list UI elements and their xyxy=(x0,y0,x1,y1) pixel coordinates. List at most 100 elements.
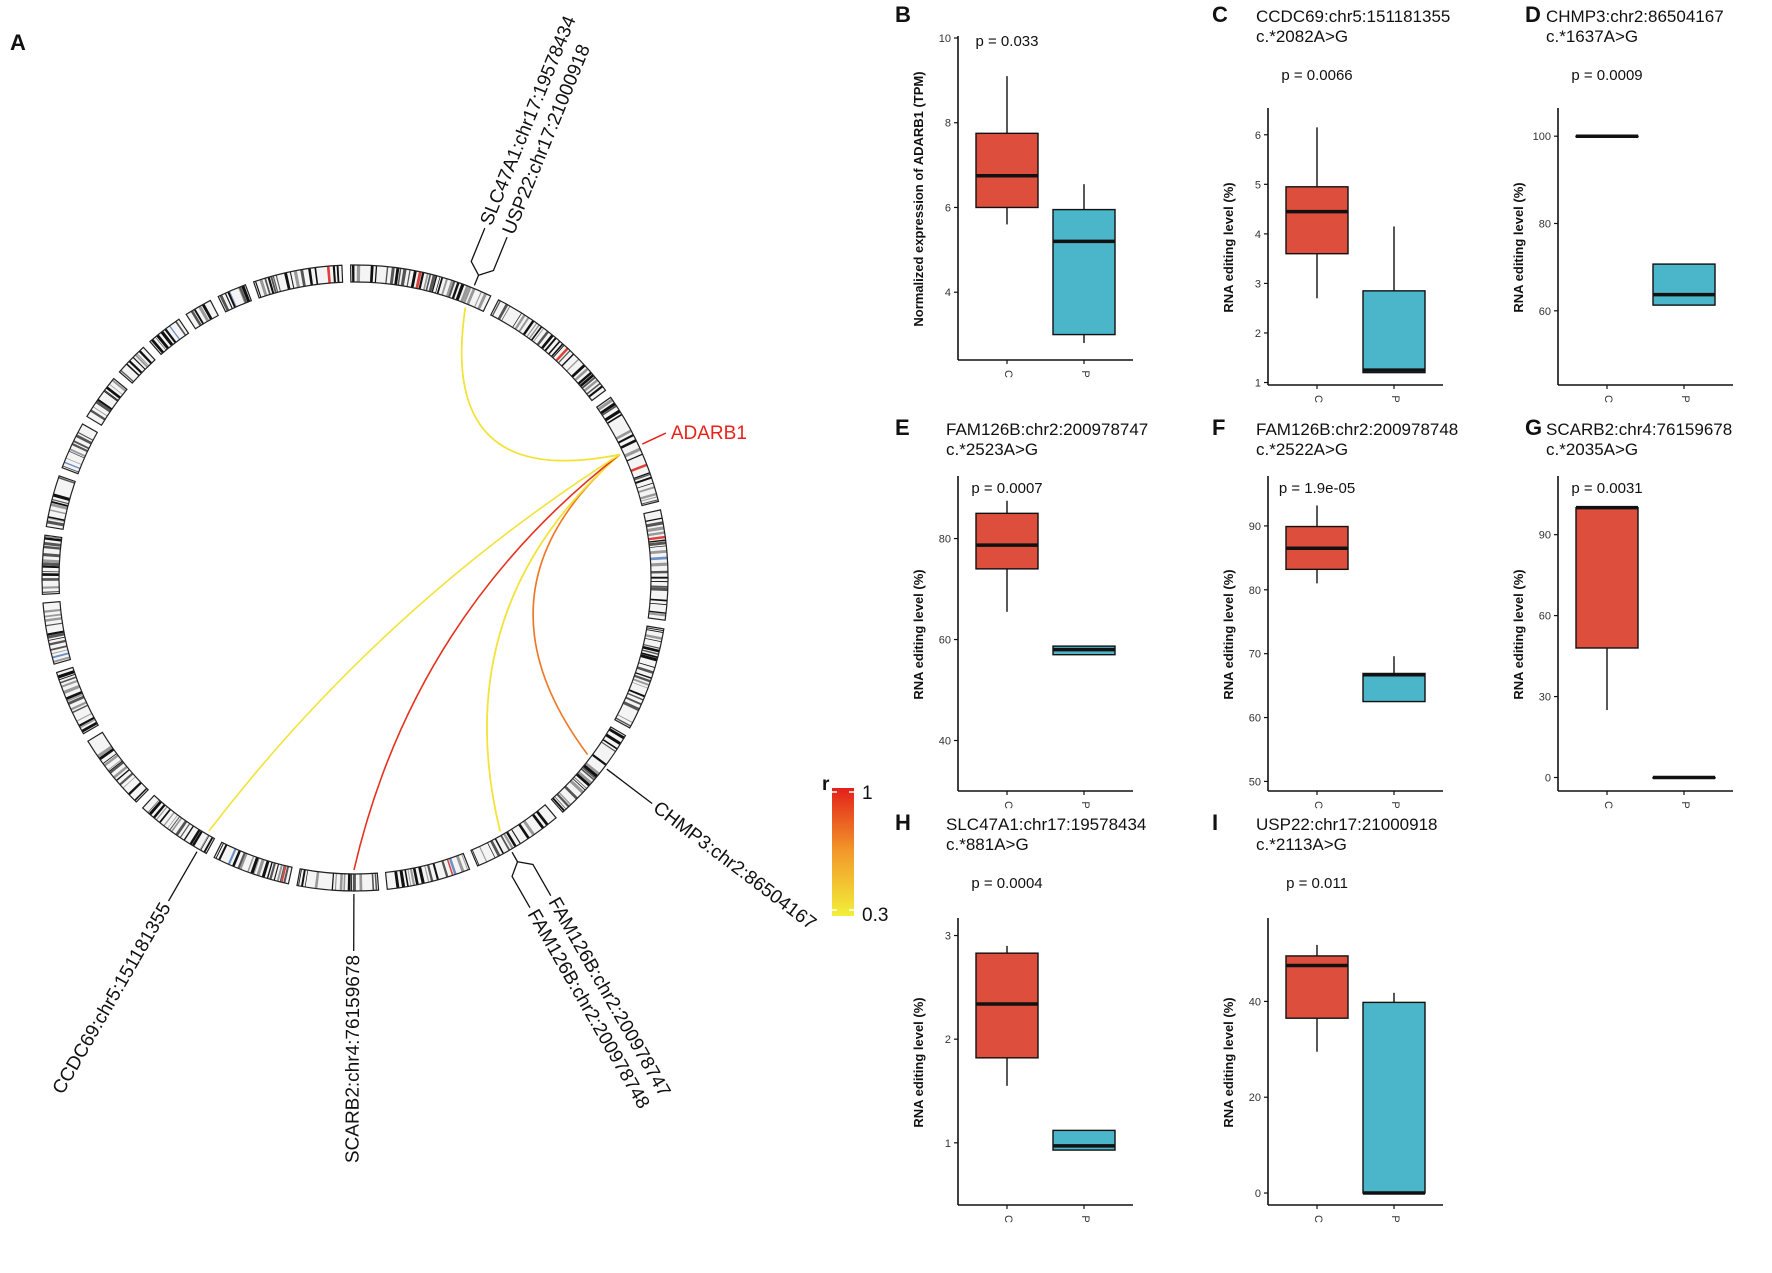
label-leader xyxy=(615,775,653,805)
cytoband xyxy=(573,776,587,789)
panel-title-line: SCARB2:chr4:76159678 xyxy=(1546,420,1732,439)
p-value-label: p = 0.0066 xyxy=(1281,67,1352,84)
cytoband xyxy=(535,810,549,826)
cytoband xyxy=(134,354,149,368)
x-tick-label: P xyxy=(1679,395,1691,402)
cytoband xyxy=(557,350,571,364)
chromosome-ideogram xyxy=(149,318,190,356)
cytoband xyxy=(522,320,535,336)
y-tick-label: 60 xyxy=(1249,713,1261,725)
cytoband xyxy=(494,838,505,854)
chromosome-outline xyxy=(41,534,63,595)
panel-title-line: USP22:chr17:21000918 xyxy=(1256,815,1437,834)
cytoband xyxy=(53,656,71,663)
cytoband xyxy=(448,280,456,298)
cytoband xyxy=(428,274,436,293)
x-tick-label: P xyxy=(1389,1215,1401,1222)
cytoband xyxy=(298,869,302,886)
cytoband xyxy=(371,873,375,891)
cytoband xyxy=(339,873,343,891)
y-tick-label: 4 xyxy=(945,287,951,299)
cytoband xyxy=(270,276,277,294)
cytoband xyxy=(79,718,96,729)
cytoband xyxy=(155,806,168,821)
cytoband xyxy=(397,268,402,286)
cytoband xyxy=(645,634,663,640)
cytoband xyxy=(76,712,93,722)
cytoband xyxy=(582,764,599,778)
cytoband xyxy=(646,521,664,528)
cytoband xyxy=(487,842,496,859)
cytoband xyxy=(224,292,233,309)
correlation-link xyxy=(532,453,621,756)
cytoband xyxy=(332,265,336,283)
cytoband xyxy=(374,873,378,891)
chromosome-body xyxy=(596,397,659,506)
y-axis-label: RNA editing level (%) xyxy=(1221,997,1236,1127)
cytoband xyxy=(425,274,432,291)
cytoband xyxy=(648,535,666,541)
chromosome-outline xyxy=(42,601,72,665)
cytoband xyxy=(435,276,441,294)
y-tick-label: 80 xyxy=(939,534,951,546)
cytoband xyxy=(626,453,643,462)
cytoband xyxy=(471,849,480,866)
cytoband xyxy=(385,266,389,284)
cytoband xyxy=(463,286,472,304)
y-axis-label: RNA editing level (%) xyxy=(911,997,926,1127)
cytoband xyxy=(203,836,214,853)
cytoband xyxy=(347,873,351,891)
cytoband xyxy=(289,271,295,289)
cytoband xyxy=(564,785,579,800)
cytoband xyxy=(650,576,668,579)
cytoband xyxy=(238,286,248,304)
panel-letter-d: D xyxy=(1525,2,1541,27)
cytoband xyxy=(631,681,649,689)
cytoband xyxy=(635,672,652,679)
site-label: FAM126B:chr2:200978748 xyxy=(523,906,654,1113)
cytoband xyxy=(199,834,209,851)
hub-connector xyxy=(641,432,667,445)
chromosome-ideogram xyxy=(643,509,669,621)
cytoband xyxy=(625,696,642,706)
site-label: CCDC69:chr5:151181355 xyxy=(49,899,176,1098)
correlation-link xyxy=(353,453,621,871)
cytoband xyxy=(477,292,488,310)
legend-colorbar xyxy=(832,788,854,916)
cytoband xyxy=(170,817,183,833)
chromosome-ideogram xyxy=(61,423,99,475)
cytoband xyxy=(641,499,659,505)
cytoband xyxy=(63,684,81,695)
cytoband xyxy=(59,676,77,684)
cytoband xyxy=(633,472,650,480)
cytoband xyxy=(455,855,465,873)
y-tick-label: 40 xyxy=(1249,996,1261,1008)
panel-letter-f: F xyxy=(1212,415,1225,440)
cytoband xyxy=(42,591,60,593)
cytoband xyxy=(264,277,271,295)
label-leader xyxy=(511,861,531,908)
cytoband xyxy=(96,745,113,758)
cytoband xyxy=(308,268,314,286)
chromosome-ideogram xyxy=(118,346,156,384)
cytoband xyxy=(314,267,319,285)
y-tick-label: 0 xyxy=(1255,1188,1261,1200)
cytoband xyxy=(650,587,668,592)
chromosome-ideogram xyxy=(470,803,557,867)
x-tick-label: P xyxy=(1079,801,1091,808)
cytoband xyxy=(103,390,118,402)
cytoband xyxy=(272,275,279,293)
cytoband xyxy=(201,303,213,320)
cytoband xyxy=(550,343,564,358)
cytoband xyxy=(474,291,482,308)
cytoband xyxy=(113,765,128,779)
panel-title-line: c.*2522A>G xyxy=(1256,440,1348,459)
cytoband xyxy=(556,793,570,808)
cytoband xyxy=(571,364,586,378)
cytoband xyxy=(412,867,419,885)
cytoband xyxy=(601,741,616,752)
chromosome-outline xyxy=(384,852,471,890)
chromosome-body xyxy=(149,319,189,355)
cytoband xyxy=(636,482,654,489)
